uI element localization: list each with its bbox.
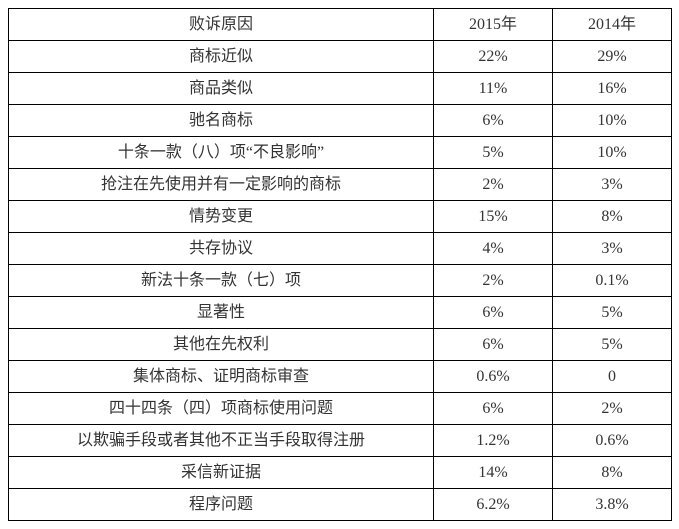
- cell-2014: 10%: [553, 137, 672, 169]
- table-row: 商品类似 11% 16%: [9, 73, 672, 105]
- cell-2014: 0.1%: [553, 265, 672, 297]
- cell-reason: 商标近似: [9, 41, 434, 73]
- cell-2015: 6%: [434, 393, 553, 425]
- cell-2014: 3%: [553, 169, 672, 201]
- cell-2015: 6%: [434, 297, 553, 329]
- table-row: 四十四条（四）项商标使用问题 6% 2%: [9, 393, 672, 425]
- cell-2014: 0.6%: [553, 425, 672, 457]
- header-2015: 2015年: [434, 9, 553, 41]
- header-2014: 2014年: [553, 9, 672, 41]
- cell-reason: 集体商标、证明商标审查: [9, 361, 434, 393]
- cell-2015: 5%: [434, 137, 553, 169]
- cell-2014: 3%: [553, 233, 672, 265]
- table-header-row: 败诉原因 2015年 2014年: [9, 9, 672, 41]
- header-reason: 败诉原因: [9, 9, 434, 41]
- cell-2015: 6%: [434, 329, 553, 361]
- cell-reason: 抢注在先使用并有一定影响的商标: [9, 169, 434, 201]
- cell-reason: 情势变更: [9, 201, 434, 233]
- cell-2014: 5%: [553, 329, 672, 361]
- cell-2015: 11%: [434, 73, 553, 105]
- table-row: 十条一款（八）项“不良影响” 5% 10%: [9, 137, 672, 169]
- table-row: 新法十条一款（七）项 2% 0.1%: [9, 265, 672, 297]
- cell-2015: 14%: [434, 457, 553, 489]
- table-row: 共存协议 4% 3%: [9, 233, 672, 265]
- cell-reason: 商品类似: [9, 73, 434, 105]
- cell-2014: 5%: [553, 297, 672, 329]
- cell-2014: 29%: [553, 41, 672, 73]
- cell-2014: 2%: [553, 393, 672, 425]
- cell-2014: 0: [553, 361, 672, 393]
- cell-2015: 6%: [434, 105, 553, 137]
- cell-reason: 新法十条一款（七）项: [9, 265, 434, 297]
- cell-reason: 四十四条（四）项商标使用问题: [9, 393, 434, 425]
- cell-2015: 15%: [434, 201, 553, 233]
- data-table: 败诉原因 2015年 2014年 商标近似 22% 29% 商品类似 11% 1…: [8, 8, 672, 521]
- cell-reason: 共存协议: [9, 233, 434, 265]
- table-row: 显著性 6% 5%: [9, 297, 672, 329]
- cell-reason: 以欺骗手段或者其他不正当手段取得注册: [9, 425, 434, 457]
- table-row: 以欺骗手段或者其他不正当手段取得注册 1.2% 0.6%: [9, 425, 672, 457]
- cell-2015: 4%: [434, 233, 553, 265]
- cell-2015: 1.2%: [434, 425, 553, 457]
- cell-2015: 6.2%: [434, 489, 553, 521]
- cell-2015: 2%: [434, 265, 553, 297]
- table-row: 情势变更 15% 8%: [9, 201, 672, 233]
- cell-2015: 0.6%: [434, 361, 553, 393]
- table-row: 商标近似 22% 29%: [9, 41, 672, 73]
- cell-reason: 显著性: [9, 297, 434, 329]
- table-row: 采信新证据 14% 8%: [9, 457, 672, 489]
- cell-2014: 8%: [553, 201, 672, 233]
- cell-2014: 8%: [553, 457, 672, 489]
- table-row: 集体商标、证明商标审查 0.6% 0: [9, 361, 672, 393]
- table-body: 败诉原因 2015年 2014年 商标近似 22% 29% 商品类似 11% 1…: [9, 9, 672, 521]
- cell-2015: 2%: [434, 169, 553, 201]
- cell-2014: 16%: [553, 73, 672, 105]
- cell-reason: 其他在先权利: [9, 329, 434, 361]
- cell-2014: 3.8%: [553, 489, 672, 521]
- cell-reason: 驰名商标: [9, 105, 434, 137]
- cell-2014: 10%: [553, 105, 672, 137]
- table-row: 驰名商标 6% 10%: [9, 105, 672, 137]
- cell-2015: 22%: [434, 41, 553, 73]
- cell-reason: 十条一款（八）项“不良影响”: [9, 137, 434, 169]
- table-row: 程序问题 6.2% 3.8%: [9, 489, 672, 521]
- table-row: 抢注在先使用并有一定影响的商标 2% 3%: [9, 169, 672, 201]
- table-row: 其他在先权利 6% 5%: [9, 329, 672, 361]
- cell-reason: 程序问题: [9, 489, 434, 521]
- cell-reason: 采信新证据: [9, 457, 434, 489]
